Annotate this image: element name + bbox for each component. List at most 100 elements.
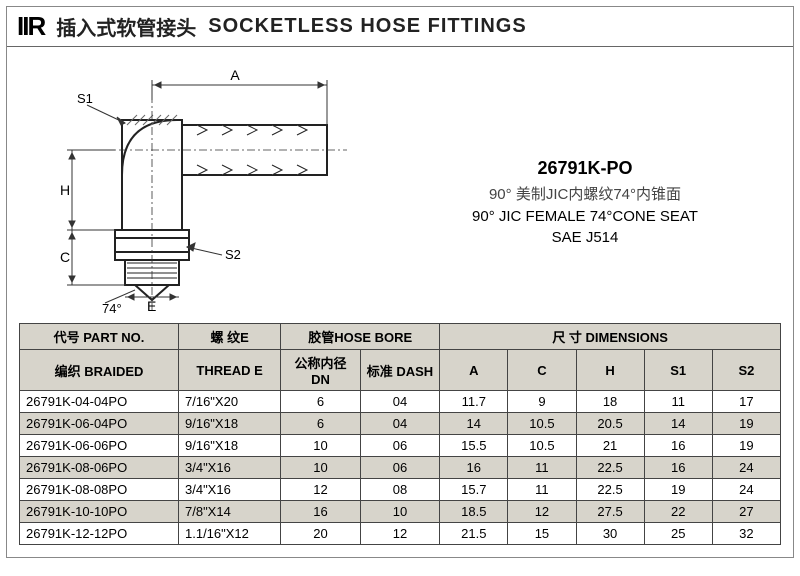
table-cell: 04 [360,413,440,435]
table-cell: 06 [360,435,440,457]
table-cell: 26791K-04-04PO [20,391,179,413]
table-row: 26791K-06-06PO9/16"X18100615.510.5211619 [20,435,781,457]
table-cell: 24 [712,457,780,479]
table-row: 26791K-10-10PO7/8"X14161018.51227.52227 [20,501,781,523]
title-en: SOCKETLESS HOSE FITTINGS [208,15,526,38]
th-c: C [508,350,576,391]
table-cell: 10.5 [508,435,576,457]
dim-h-label: H [60,182,70,198]
table-cell: 26791K-12-12PO [20,523,179,545]
header: IIR 插入式软管接头 SOCKETLESS HOSE FITTINGS [7,7,793,47]
th-s1: S1 [644,350,712,391]
table-row: 26791K-04-04PO7/16"X2060411.79181117 [20,391,781,413]
table-row: 26791K-08-06PO3/4"X161006161122.51624 [20,457,781,479]
table-cell: 21.5 [440,523,508,545]
th-hose-bore: 胶管HOSE BORE [281,324,440,350]
desc-en1: 90° JIC FEMALE 74°CONE SEAT [472,208,698,225]
table-cell: 20.5 [576,413,644,435]
th-h: H [576,350,644,391]
dim-e-label: E [147,298,156,314]
table-cell: 16 [644,435,712,457]
table-cell: 9/16"X18 [179,435,281,457]
table-cell: 17 [712,391,780,413]
desc-en2: SAE J514 [552,229,619,246]
table-cell: 30 [576,523,644,545]
table-cell: 7/16"X20 [179,391,281,413]
table-cell: 3/4"X16 [179,457,281,479]
table-cell: 04 [360,391,440,413]
th-a: A [440,350,508,391]
table-cell: 11 [508,457,576,479]
table-cell: 12 [508,501,576,523]
table-cell: 15 [508,523,576,545]
table-cell: 11 [644,391,712,413]
table-cell: 10.5 [508,413,576,435]
table-cell: 11.7 [440,391,508,413]
table-cell: 10 [281,435,361,457]
th-s2: S2 [712,350,780,391]
table-cell: 16 [440,457,508,479]
table-cell: 14 [440,413,508,435]
mid-section: A S1 H [7,47,793,317]
table-cell: 1.1/16"X12 [179,523,281,545]
table-cell: 06 [360,457,440,479]
th-thread: 螺 纹E [179,324,281,350]
table-cell: 32 [712,523,780,545]
dim-c-label: C [60,249,70,265]
table-cell: 12 [360,523,440,545]
title-cn: 插入式软管接头 [56,12,196,41]
table-cell: 26791K-08-08PO [20,479,179,501]
table-cell: 15.5 [440,435,508,457]
technical-diagram: A S1 H [7,47,377,317]
th-dimensions: 尺 寸 DIMENSIONS [440,324,781,350]
table-cell: 18 [576,391,644,413]
table-cell: 16 [644,457,712,479]
table-cell: 9 [508,391,576,413]
table-cell: 16 [281,501,361,523]
table-cell: 25 [644,523,712,545]
table-row: 26791K-08-08PO3/4"X16120815.71122.51924 [20,479,781,501]
dimensions-table: 代号 PART NO. 螺 纹E 胶管HOSE BORE 尺 寸 DIMENSI… [19,323,781,545]
th-braided: 编织 BRAIDED [20,350,179,391]
th-dn: 公称内径 DN [281,350,361,391]
table-cell: 26791K-06-04PO [20,413,179,435]
table-cell: 27.5 [576,501,644,523]
table-cell: 26791K-10-10PO [20,501,179,523]
fitting-svg: A S1 H [27,55,367,315]
table-cell: 19 [644,479,712,501]
th-thread-e: THREAD E [179,350,281,391]
table-cell: 12 [281,479,361,501]
dim-s2-label: S2 [225,247,241,262]
table-cell: 10 [360,501,440,523]
logo: IIR [17,11,44,42]
table-body: 26791K-04-04PO7/16"X2060411.791811172679… [20,391,781,545]
table-cell: 26791K-08-06PO [20,457,179,479]
dim-s1-label: S1 [77,91,93,106]
table-cell: 6 [281,391,361,413]
table-cell: 21 [576,435,644,457]
page: IIR 插入式软管接头 SOCKETLESS HOSE FITTINGS [6,6,794,558]
table-cell: 19 [712,435,780,457]
table-cell: 26791K-06-06PO [20,435,179,457]
table-cell: 22.5 [576,479,644,501]
table-cell: 19 [712,413,780,435]
table-cell: 08 [360,479,440,501]
th-dash: 标准 DASH [360,350,440,391]
table-cell: 11 [508,479,576,501]
th-partno: 代号 PART NO. [20,324,179,350]
table-cell: 3/4"X16 [179,479,281,501]
header-row-2: 编织 BRAIDED THREAD E 公称内径 DN 标准 DASH A C … [20,350,781,391]
table-cell: 7/8"X14 [179,501,281,523]
table-cell: 22 [644,501,712,523]
table-cell: 15.7 [440,479,508,501]
header-row-1: 代号 PART NO. 螺 纹E 胶管HOSE BORE 尺 寸 DIMENSI… [20,324,781,350]
dim-angle-label: 74° [102,301,122,315]
desc-cn: 90° 美制JIC内螺纹74°内锥面 [489,183,681,204]
table-row: 26791K-12-12PO1.1/16"X12201221.515302532 [20,523,781,545]
table-cell: 22.5 [576,457,644,479]
dim-a-label: A [230,67,240,83]
table-cell: 6 [281,413,361,435]
table-cell: 9/16"X18 [179,413,281,435]
table-cell: 14 [644,413,712,435]
table-cell: 18.5 [440,501,508,523]
